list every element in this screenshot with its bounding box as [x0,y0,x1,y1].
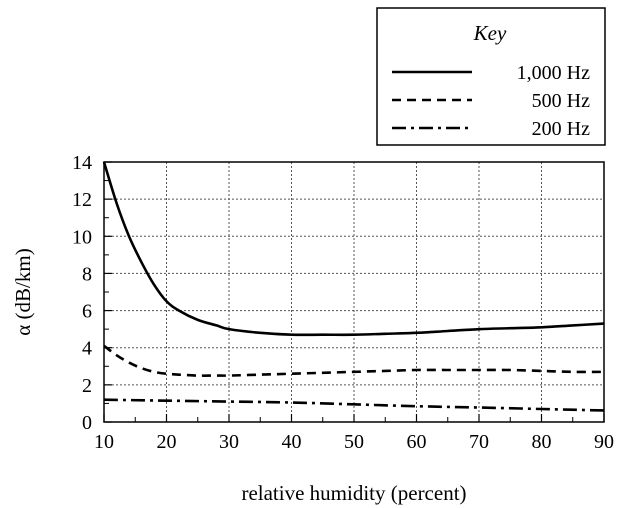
legend-label-1000hz: 1,000 Hz [517,62,590,84]
y-axis-label: α (dB/km) [11,248,35,335]
y-tick-label-4: 4 [82,338,92,360]
legend-box [376,7,606,146]
y-tick-label-0: 0 [82,412,92,434]
series-line-1000hz [102,161,605,337]
legend-label-200hz: 200 Hz [532,118,590,140]
tick-labels: 10 20 30 40 50 60 70 80 90 0 2 4 6 8 10 12 14 [72,152,614,453]
y-tick-label-10: 10 [72,226,92,248]
x-tick-label-70: 70 [469,431,489,453]
y-tick-label-14: 14 [72,152,92,174]
x-tick-label-80: 80 [532,431,552,453]
legend-label-500hz: 500 Hz [532,90,590,112]
series-line-500hz [103,344,605,377]
y-tick-label-2: 2 [82,375,92,397]
x-tick-label-40: 40 [282,431,302,453]
x-tick-label-50: 50 [344,431,364,453]
y-tick-label-12: 12 [72,189,92,211]
ticks [103,161,605,423]
x-tick-label-30: 30 [219,431,239,453]
legend: Key 1,000 Hz 500 Hz 200 Hz [376,7,606,146]
y-tick-label-8: 8 [82,263,92,285]
x-tick-label-20: 20 [157,431,177,453]
y-tick-label-6: 6 [82,301,92,323]
x-axis-label: relative humidity (percent) [241,481,466,505]
series [102,161,605,412]
x-tick-label-10: 10 [94,431,114,453]
plot-frame [103,161,605,423]
legend-title: Key [473,21,507,45]
x-tick-label-60: 60 [407,431,427,453]
x-tick-label-90: 90 [594,431,614,453]
series-line-200hz [103,398,605,412]
grid [104,162,604,422]
